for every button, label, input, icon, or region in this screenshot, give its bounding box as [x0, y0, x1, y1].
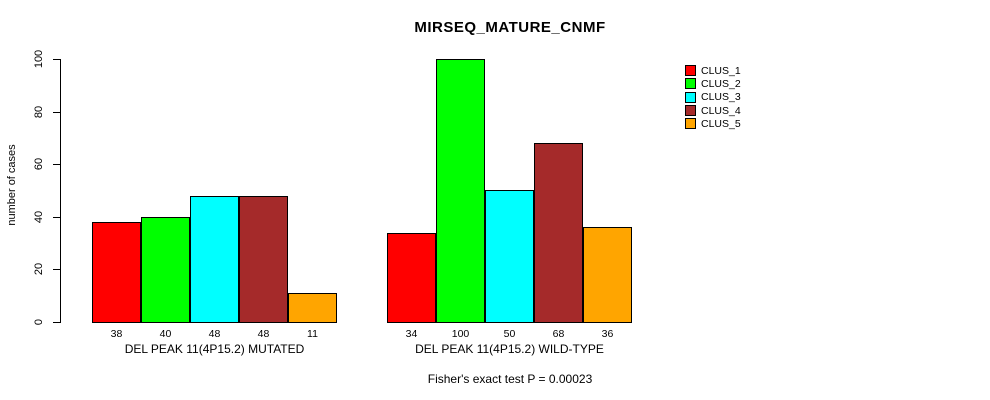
legend-item: CLUS_5 [685, 117, 741, 130]
legend-label: CLUS_3 [701, 91, 741, 104]
y-axis-line [60, 59, 61, 323]
legend-item: CLUS_1 [685, 64, 741, 77]
bar-value-label: 48 [208, 328, 221, 340]
y-tick-label: 60 [33, 158, 45, 171]
bar-value-label: 40 [159, 328, 172, 340]
bar-value-label: 68 [552, 328, 565, 340]
bar-value-label: 50 [503, 328, 516, 340]
chart-title: MIRSEQ_MATURE_CNMF [414, 19, 606, 36]
bar-value-label: 38 [110, 328, 123, 340]
legend-item: CLUS_3 [685, 91, 741, 104]
y-tick [53, 269, 60, 271]
bar-clus_5 [583, 227, 632, 323]
bar-clus_2 [141, 217, 190, 323]
legend-swatch-icon [685, 105, 696, 117]
legend-swatch-icon [685, 65, 696, 77]
legend-label: CLUS_1 [701, 64, 741, 77]
y-tick-label: 40 [33, 210, 45, 223]
legend-swatch-icon [685, 91, 696, 103]
legend-label: CLUS_4 [701, 104, 741, 117]
bar-clus_4 [239, 196, 288, 323]
bar-clus_3 [190, 196, 239, 323]
bar-clus_4 [534, 143, 583, 323]
y-tick-label: 80 [33, 105, 45, 118]
y-tick [53, 322, 60, 323]
y-tick-label: 20 [33, 263, 45, 276]
footer-stat: Fisher's exact test P = 0.00023 [427, 372, 593, 386]
y-axis-label: number of cases [6, 144, 18, 226]
bar-value-label: 48 [257, 328, 270, 340]
bar-clus_1 [92, 222, 141, 323]
bar-value-label: 36 [601, 328, 614, 340]
legend-item: CLUS_4 [685, 104, 741, 117]
bar-clus_5 [288, 293, 337, 323]
group-label: DEL PEAK 11(4P15.2) MUTATED [124, 342, 305, 356]
y-tick [53, 164, 60, 166]
y-tick [53, 216, 60, 218]
legend-swatch-icon [685, 78, 696, 90]
legend-item: CLUS_2 [685, 77, 741, 90]
legend: CLUS_1 CLUS_2 CLUS_3 CLUS_4 CLUS_5 [685, 64, 741, 130]
bar-value-label: 11 [307, 328, 318, 340]
y-tick [53, 111, 60, 113]
legend-swatch-icon [685, 118, 696, 130]
y-tick [53, 59, 60, 60]
group-label: DEL PEAK 11(4P15.2) WILD-TYPE [415, 342, 604, 356]
legend-label: CLUS_5 [701, 117, 741, 130]
y-tick-label: 100 [33, 49, 45, 69]
legend-label: CLUS_2 [701, 77, 741, 90]
bar-clus_1 [387, 233, 436, 323]
bar-value-label: 100 [451, 328, 470, 340]
y-tick-label: 0 [33, 318, 45, 326]
bar-value-label: 34 [405, 328, 418, 340]
bar-clus_3 [485, 190, 534, 323]
bar-clus_2 [436, 59, 485, 323]
